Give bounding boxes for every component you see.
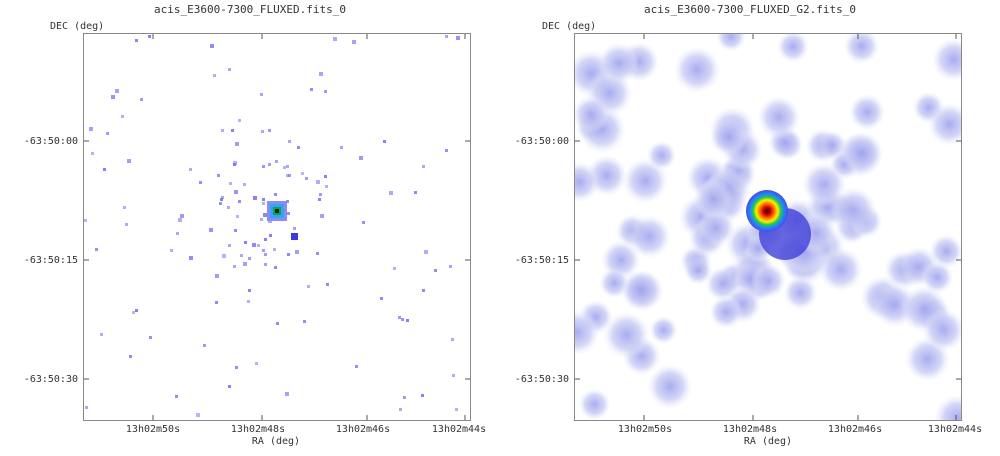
y-tick-label: -63:50:00 <box>23 136 78 147</box>
y-axis-label: DEC (deg) <box>542 21 597 32</box>
x-tick-label: 13h02m44s <box>431 424 487 435</box>
fits-image-canvas[interactable] <box>574 33 962 421</box>
y-tick-label: -63:50:15 <box>514 255 569 266</box>
right-image-panel: acis_E3600-7300_FLUXED_G2.fits_0 DEC (de… <box>500 0 1000 456</box>
fits-image-canvas[interactable] <box>83 33 471 421</box>
x-tick-label: 13h02m50s <box>617 424 673 435</box>
x-tick-label: 13h02m48s <box>230 424 286 435</box>
y-tick-label: -63:50:30 <box>514 374 569 385</box>
left-image-panel: acis_E3600-7300_FLUXED.fits_0 DEC (deg) … <box>23 3 486 447</box>
x-tick-label: 13h02m48s <box>722 424 778 435</box>
y-tick-label: -63:50:30 <box>23 374 78 385</box>
x-tick-label: 13h02m46s <box>827 424 883 435</box>
x-tick-label: 13h02m46s <box>335 424 391 435</box>
y-tick-label: -63:50:15 <box>23 255 78 266</box>
x-tick-label: 13h02m44s <box>927 424 983 435</box>
photon-event-map <box>84 34 470 420</box>
y-tick-label: -63:50:00 <box>514 136 569 147</box>
x-tick-label: 13h02m50s <box>125 424 181 435</box>
panel-title: acis_E3600-7300_FLUXED_G2.fits_0 <box>644 3 856 16</box>
x-axis-label: RA (deg) <box>743 436 793 447</box>
smoothed-map <box>575 34 961 420</box>
panel-title: acis_E3600-7300_FLUXED.fits_0 <box>153 3 347 16</box>
x-axis-label: RA (deg) <box>251 436 301 447</box>
y-axis-label: DEC (deg) <box>50 21 105 32</box>
